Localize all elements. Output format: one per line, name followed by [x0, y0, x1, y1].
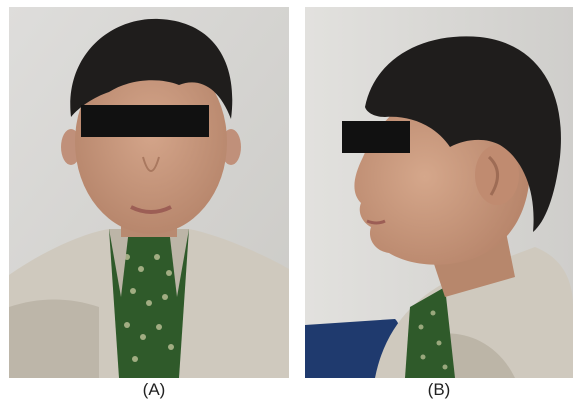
caption-b: (B): [427, 380, 451, 399]
profile-portrait-illustration: [305, 7, 573, 378]
ear-detail: [487, 155, 499, 196]
shirt-pattern: [124, 254, 174, 362]
jacket-shadow: [9, 299, 99, 378]
eye-redaction-bar: [81, 105, 209, 137]
nose: [142, 156, 160, 172]
collar-right: [169, 229, 189, 297]
photo-profile: [305, 7, 573, 378]
photo-frontal: [9, 7, 289, 378]
frontal-portrait-illustration: [9, 7, 289, 378]
collar-left: [109, 229, 129, 297]
mouth: [130, 205, 172, 214]
hair: [70, 18, 233, 119]
eye-redaction-bar: [342, 121, 410, 153]
mouth: [366, 219, 386, 225]
shirt-pattern: [418, 310, 448, 370]
hair: [365, 36, 561, 233]
caption-a: (A): [142, 380, 166, 399]
face: [75, 50, 227, 234]
inner-shirt: [405, 287, 455, 378]
